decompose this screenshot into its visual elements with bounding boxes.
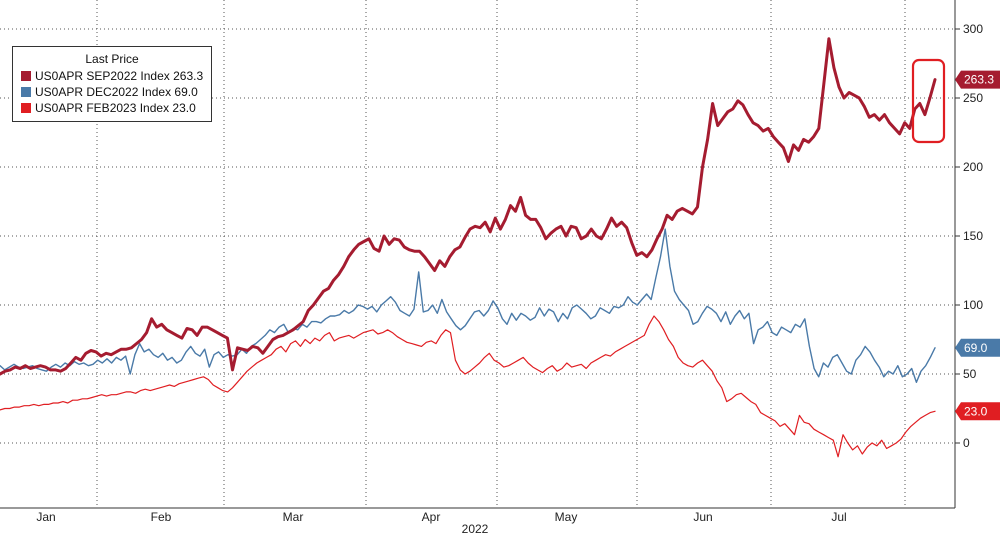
legend-series-value: 23.0 [172,101,196,115]
last-value-label: 69.0 [964,341,988,355]
x-tick-label: Jun [693,510,712,524]
legend-item-sep2022: US0APR SEP2022 Index 263.3 [21,68,203,84]
y-tick-label: 150 [963,229,983,243]
series-line [0,315,936,458]
x-axis: Jan Feb Mar Apr May Jun Jul [0,507,955,524]
legend-item-feb2023: US0APR FEB2023 Index 23.0 [21,100,203,116]
legend-series-name: US0APR FEB2023 Index [35,101,170,115]
y-tick-label: 0 [963,436,970,450]
last-value-markers: 263.3 69.0 23.0 [955,70,1000,421]
legend-title: Last Price [85,52,139,66]
last-value-marker: 69.0 [955,338,1000,357]
x-tick-label: Mar [283,510,304,524]
x-tick-label: Jan [36,510,55,524]
y-tick-label: 200 [963,160,983,174]
x-tick-label: Apr [422,510,441,524]
highlight-box [911,58,946,144]
series-line [0,37,937,376]
series-lines [0,37,937,458]
legend-series-name: US0APR DEC2022 Index [35,85,172,99]
last-value-marker: 263.3 [955,70,1000,89]
legend-swatch [21,103,31,113]
legend-series-name: US0APR SEP2022 Index [35,69,170,83]
legend: Last Price US0APR SEP2022 Index 263.3 US… [12,46,213,122]
legend-swatch [21,87,31,97]
x-tick-label: May [555,510,578,524]
x-tick-label: Jul [831,510,846,524]
y-tick-label: 300 [963,22,983,36]
legend-series-value: 263.3 [173,69,204,83]
y-tick-label: 50 [963,367,977,381]
legend-swatch [21,71,31,81]
last-value-label: 23.0 [964,404,988,418]
last-value-label: 263.3 [964,73,994,87]
x-tick-label: Feb [151,510,172,524]
y-tick-label: 250 [963,91,983,105]
last-value-marker: 23.0 [955,402,1000,421]
y-axis: 0 50 100 150 200 250 300 [954,0,983,508]
series-line [0,228,936,383]
legend-series-value: 69.0 [174,85,198,99]
y-tick-label: 100 [963,298,983,312]
x-axis-year-label: 2022 [462,522,489,536]
legend-item-dec2022: US0APR DEC2022 Index 69.0 [21,84,203,100]
